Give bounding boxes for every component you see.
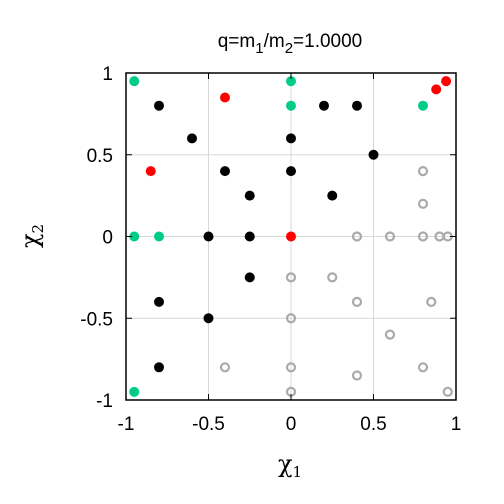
data-point	[431, 84, 442, 95]
data-point	[327, 272, 338, 283]
data-point	[145, 166, 156, 177]
data-point	[286, 133, 296, 144]
data-point	[352, 100, 362, 111]
y-axis-label: χ2	[16, 224, 47, 248]
data-point	[220, 92, 230, 103]
data-point	[154, 100, 164, 111]
data-point	[286, 166, 296, 177]
data-point	[129, 76, 140, 87]
data-point	[154, 296, 164, 307]
data-point	[285, 313, 297, 324]
data-point	[220, 166, 230, 177]
x-tick-label: -0.5	[192, 414, 225, 435]
data-point	[203, 231, 214, 242]
data-point	[219, 362, 231, 373]
data-point	[285, 272, 297, 283]
data-point	[285, 362, 297, 373]
y-tick-label: -0.5	[80, 309, 113, 330]
data-point	[426, 296, 437, 307]
data-point	[368, 149, 379, 160]
data-points	[129, 76, 453, 397]
data-point	[417, 231, 429, 242]
data-point	[286, 231, 296, 242]
y-tick-label: 1	[102, 64, 113, 85]
data-point	[351, 370, 363, 381]
data-point	[203, 313, 214, 324]
data-point	[441, 76, 452, 87]
data-point	[244, 190, 255, 201]
data-point	[244, 272, 255, 283]
data-point	[154, 231, 164, 242]
x-tick-label: 1	[451, 414, 462, 435]
data-point	[417, 166, 429, 177]
data-point	[351, 231, 363, 242]
data-point	[187, 133, 197, 144]
data-point	[417, 362, 429, 373]
axis-ticks: -1 -0.5 0 0.5 1 -1 -0.5 0 0.5 1	[80, 64, 461, 435]
data-point	[417, 198, 429, 209]
chart-title: q=m1/m2=1.0000	[218, 31, 363, 57]
data-point	[327, 190, 338, 201]
x-tick-label: 0	[286, 414, 297, 435]
x-axis-label: χ1	[278, 450, 302, 481]
x-tick-label: 0.5	[360, 414, 386, 435]
x-tick-label: -1	[118, 414, 135, 435]
data-point	[442, 386, 453, 397]
data-point	[351, 296, 363, 307]
data-point	[154, 362, 164, 373]
y-tick-label: -1	[96, 391, 113, 412]
data-point	[418, 100, 428, 111]
data-point	[286, 76, 296, 87]
data-point	[384, 329, 396, 340]
data-point	[286, 100, 296, 111]
data-point	[129, 231, 140, 242]
data-point	[129, 386, 140, 397]
data-point	[319, 100, 329, 111]
data-point	[384, 231, 396, 242]
y-tick-label: 0	[102, 228, 113, 249]
data-point	[244, 231, 255, 242]
y-tick-label: 0.5	[87, 146, 113, 167]
